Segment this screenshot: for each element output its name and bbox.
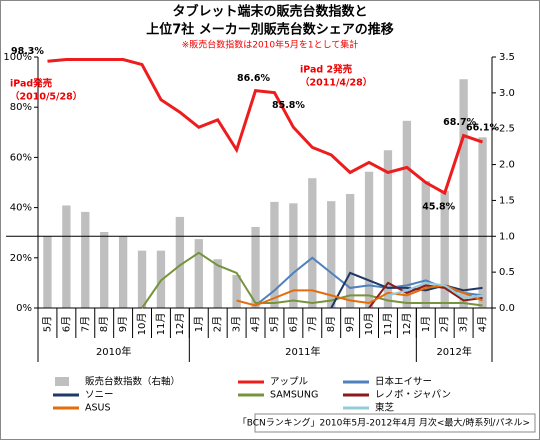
y-tick-label: 60% [10,152,32,163]
y2-tick-label: 2.0 [499,160,515,171]
y2-tick-label: 3.5 [499,52,515,63]
legend-label: ソニー [85,390,114,401]
y-tick-label: 80% [10,102,32,113]
bar [289,203,298,308]
bar [213,259,222,308]
line-series [330,271,483,309]
x-tick-label: 9月 [117,316,129,332]
x-tick-label: 4月 [477,316,489,332]
data-label: 66.1% [466,123,499,134]
x-group-label: 2011年 [285,345,320,358]
y2-tick-label: 1.5 [499,195,515,206]
data-label: 85.8% [272,100,305,111]
y2-tick-label: 3.0 [499,88,515,99]
y2-tick-label: 0.0 [499,303,515,314]
bar [100,231,109,308]
bar [175,216,185,308]
x-group-label: 2010年 [96,345,131,358]
x-tick-label: 9月 [344,316,356,332]
bar [62,205,71,308]
x-tick-label: 5月 [268,316,280,332]
y-tick-label: 20% [10,253,32,264]
legend-label: SAMSUNG [270,390,318,401]
x-tick-label: 2月 [212,316,224,332]
bar [459,79,468,308]
y2-tick-label: 0.5 [499,267,515,278]
title: 上位7社 メーカー別販売台数シェアの推移 [146,22,394,38]
bar [402,120,412,308]
bar [440,191,449,308]
bar [43,236,52,308]
x-tick-label: 8月 [98,316,110,332]
x-tick-label: 8月 [325,316,337,332]
bar [232,275,241,308]
x-tick-label: 5月 [41,316,53,332]
y2-tick-label: 1.0 [499,231,515,242]
bar [251,226,260,308]
data-label: 45.8% [422,202,455,213]
data-label: 86.6% [237,73,270,84]
line-series [387,281,483,300]
annotation: （2011/4/28） [300,77,372,89]
annotation: iPad 2発売 [300,64,353,76]
legend-label: ASUS [85,403,111,414]
x-tick-label: 3月 [231,316,243,332]
bar [270,201,279,308]
data-label: 68.7% [443,117,476,128]
bar [308,178,317,308]
annotation: （2010/5/28） [10,91,82,103]
line-series [47,58,483,196]
bar [81,211,90,308]
subtitle: ※販売台数指数は2010年5月を1として集計 [182,39,359,51]
legend-label: 日本エイサー [375,376,432,388]
bar [364,171,374,308]
annotation: iPad発売 [10,78,53,90]
line-series [141,251,483,309]
x-tick-label: 4月 [250,316,262,332]
legend-swatch [55,377,69,386]
footer-box [254,413,536,433]
x-tick-label: 7月 [79,316,91,332]
bar [383,150,393,308]
x-tick-label: 12月 [174,313,186,336]
legend-label: アップル [270,377,309,388]
y-tick-label: 0% [16,303,32,314]
title: タブレット端末の販売台数指数と [172,4,367,20]
x-group-label: 2012年 [436,345,471,358]
x-tick-label: 1月 [193,316,205,332]
legend-label: 販売台数指数（右軸） [85,376,180,388]
bar [194,239,203,308]
x-tick-label: 12月 [401,313,413,336]
data-label: 98.3% [11,46,44,57]
x-tick-label: 11月 [382,313,394,336]
line-series [368,281,483,309]
footer: 「BCNランキング」2010年5月-2012年4月 月次<最大/時系列/パネル> [238,417,530,429]
y-tick-label: 40% [10,203,32,214]
bar [478,137,487,308]
x-tick-label: 2月 [439,316,451,332]
bar [137,250,147,308]
y-tick-label: 100% [3,52,32,63]
bar [327,201,336,308]
legend-label: レノボ・ジャパン [375,390,451,401]
bar [421,181,430,308]
x-tick-label: 1月 [420,316,432,332]
y2-tick-label: 2.5 [499,124,515,135]
bar [345,193,355,308]
x-tick-label: 10月 [363,313,375,336]
x-tick-label: 7月 [306,316,318,332]
x-tick-label: 6月 [287,316,299,332]
legend-label: 東芝 [375,402,395,414]
bar [118,236,128,308]
x-tick-label: 3月 [458,316,470,332]
x-tick-label: 6月 [60,316,72,332]
x-tick-label: 11月 [155,313,167,336]
x-tick-label: 10月 [136,313,148,336]
